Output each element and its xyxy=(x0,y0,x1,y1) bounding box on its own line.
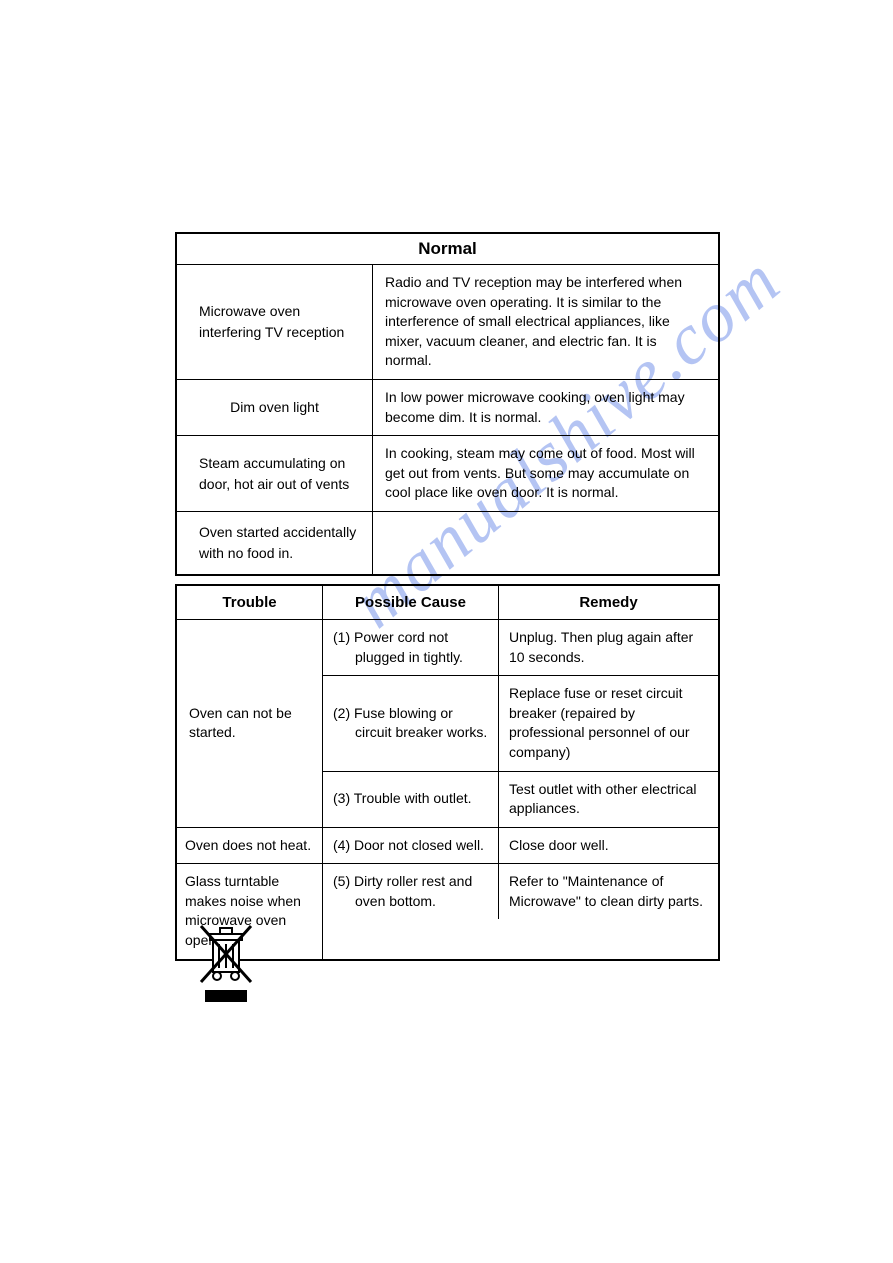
trouble-subrow: (2) Fuse blowing or circuit breaker work… xyxy=(323,676,718,771)
trouble-row: Oven can not be started. (1) Power cord … xyxy=(177,620,718,828)
remedy-cell: Replace fuse or reset circuit breaker (r… xyxy=(499,676,718,770)
cause-cell: (4) Door not closed well. xyxy=(323,828,499,864)
normal-explanation: In cooking, steam may come out of food. … xyxy=(373,436,718,511)
cause-cell: (5) Dirty roller rest and oven bottom. xyxy=(323,864,499,919)
trouble-label: Oven does not heat. xyxy=(177,828,323,864)
weee-icon xyxy=(195,918,257,1011)
trouble-table: Trouble Possible Cause Remedy Oven can n… xyxy=(175,584,720,961)
trouble-label: Oven can not be started. xyxy=(177,620,323,827)
normal-row: Steam accumulating on door, hot air out … xyxy=(177,436,718,512)
normal-row: Oven started accidentally with no food i… xyxy=(177,512,718,574)
trouble-subrow: (4) Door not closed well. Close door wel… xyxy=(323,828,718,864)
normal-explanation: In low power microwave cooking, oven lig… xyxy=(373,380,718,435)
header-remedy: Remedy xyxy=(499,586,718,619)
cause-cell: (1) Power cord not plugged in tightly. xyxy=(323,620,499,675)
normal-issue: Microwave oven interfering TV reception xyxy=(177,265,373,379)
normal-issue: Oven started accidentally with no food i… xyxy=(177,512,373,574)
remedy-cell: Close door well. xyxy=(499,828,718,864)
trouble-subrow: (1) Power cord not plugged in tightly. U… xyxy=(323,620,718,676)
page-content: Normal Microwave oven interfering TV rec… xyxy=(175,232,720,961)
trouble-row: Oven does not heat. (4) Door not closed … xyxy=(177,828,718,865)
normal-issue: Steam accumulating on door, hot air out … xyxy=(177,436,373,511)
remedy-cell: Unplug. Then plug again after 10 seconds… xyxy=(499,620,718,675)
trouble-subrow: (3) Trouble with outlet. Test outlet wit… xyxy=(323,772,718,827)
header-trouble: Trouble xyxy=(177,586,323,619)
header-cause: Possible Cause xyxy=(323,586,499,619)
cause-cell: (2) Fuse blowing or circuit breaker work… xyxy=(323,676,499,770)
trouble-table-header: Trouble Possible Cause Remedy xyxy=(177,586,718,620)
cause-cell: (3) Trouble with outlet. xyxy=(323,772,499,827)
trouble-subrow: (5) Dirty roller rest and oven bottom. R… xyxy=(323,864,718,919)
normal-row: Dim oven light In low power microwave co… xyxy=(177,380,718,436)
normal-explanation xyxy=(373,512,718,574)
normal-issue: Dim oven light xyxy=(177,380,373,435)
normal-table: Normal Microwave oven interfering TV rec… xyxy=(175,232,720,576)
remedy-cell: Refer to "Maintenance of Microwave" to c… xyxy=(499,864,718,919)
normal-table-header: Normal xyxy=(177,234,718,265)
normal-explanation: Radio and TV reception may be interfered… xyxy=(373,265,718,379)
trouble-row: Glass turntable makes noise when microwa… xyxy=(177,864,718,958)
normal-row: Microwave oven interfering TV reception … xyxy=(177,265,718,380)
remedy-cell: Test outlet with other electrical applia… xyxy=(499,772,718,827)
